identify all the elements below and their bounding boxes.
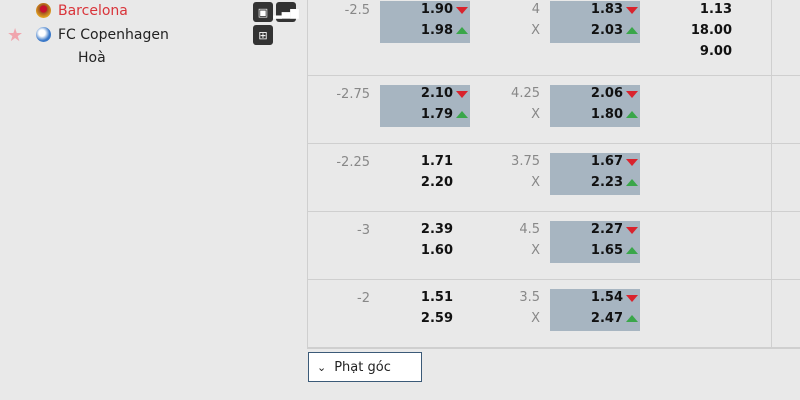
chevron-down-icon: ⌄ bbox=[317, 360, 327, 374]
barcelona-logo-icon bbox=[36, 3, 51, 18]
over-odds[interactable]: 2.27 bbox=[590, 222, 623, 237]
under-odds[interactable]: 2.03 bbox=[590, 23, 623, 38]
arrow-up-icon bbox=[626, 27, 638, 34]
lineup-icon[interactable]: ⊞ bbox=[253, 25, 273, 45]
over-under-odds-cell[interactable] bbox=[550, 85, 640, 127]
1x2-odds[interactable]: 1.13 bbox=[699, 2, 732, 17]
odds-row: -2.25 1.71 2.20 3.75 X 1.67 2.23 bbox=[307, 143, 800, 212]
odds-row: -2.75 2.10 1.79 4.25 X 2.06 1.80 bbox=[307, 75, 800, 144]
handicap-odds-cell[interactable] bbox=[380, 85, 470, 127]
stats-icon[interactable]: ▂▄▆ bbox=[273, 2, 299, 22]
star-icon[interactable]: ★ bbox=[7, 25, 24, 46]
over-under-x: X bbox=[531, 107, 540, 122]
odds-row: -3 2.39 1.60 4.5 X 2.27 1.65 bbox=[307, 211, 800, 280]
1x2-odds[interactable]: 18.00 bbox=[690, 23, 732, 38]
handicap-home-odds[interactable]: 2.10 bbox=[420, 86, 453, 101]
handicap-line: -2.5 bbox=[344, 3, 370, 18]
arrow-up-icon bbox=[626, 315, 638, 322]
under-odds[interactable]: 1.65 bbox=[590, 243, 623, 258]
handicap-line: -2.75 bbox=[336, 87, 370, 102]
arrow-down-icon bbox=[456, 7, 468, 14]
handicap-away-odds[interactable]: 1.60 bbox=[420, 243, 453, 258]
over-under-odds-cell[interactable] bbox=[550, 153, 640, 195]
handicap-line: -2.25 bbox=[336, 155, 370, 170]
arrow-up-icon bbox=[626, 247, 638, 254]
handicap-odds-cell[interactable] bbox=[380, 1, 470, 43]
arrow-up-icon bbox=[456, 111, 468, 118]
handicap-home-odds[interactable]: 1.90 bbox=[420, 2, 453, 17]
over-under-line: 3.75 bbox=[511, 154, 540, 169]
column-divider bbox=[771, 0, 772, 348]
over-under-odds-cell[interactable] bbox=[550, 221, 640, 263]
over-under-x: X bbox=[531, 243, 540, 258]
arrow-down-icon bbox=[626, 159, 638, 166]
over-under-x: X bbox=[531, 23, 540, 38]
over-odds[interactable]: 1.67 bbox=[590, 154, 623, 169]
handicap-away-odds[interactable]: 1.79 bbox=[420, 107, 453, 122]
over-odds[interactable]: 2.06 bbox=[590, 86, 623, 101]
corner-kicks-button[interactable]: ⌄ Phạt góc bbox=[308, 352, 422, 382]
over-under-line: 4.25 bbox=[511, 86, 540, 101]
copenhagen-logo-icon bbox=[36, 27, 51, 42]
home-team-name[interactable]: Barcelona bbox=[58, 3, 128, 19]
corner-kicks-label: Phạt góc bbox=[334, 359, 391, 375]
over-under-line: 3.5 bbox=[519, 290, 540, 305]
arrow-down-icon bbox=[626, 7, 638, 14]
arrow-down-icon bbox=[626, 295, 638, 302]
under-odds[interactable]: 1.80 bbox=[590, 107, 623, 122]
over-under-x: X bbox=[531, 175, 540, 190]
handicap-line: -2 bbox=[357, 291, 370, 306]
1x2-odds[interactable]: 9.00 bbox=[699, 44, 732, 59]
over-under-odds-cell[interactable] bbox=[550, 289, 640, 331]
over-odds[interactable]: 1.83 bbox=[590, 2, 623, 17]
arrow-up-icon bbox=[626, 179, 638, 186]
over-under-line: 4 bbox=[531, 2, 540, 17]
over-odds[interactable]: 1.54 bbox=[590, 290, 623, 305]
handicap-away-odds[interactable]: 1.98 bbox=[420, 23, 453, 38]
handicap-home-odds[interactable]: 2.39 bbox=[420, 222, 453, 237]
arrow-up-icon bbox=[626, 111, 638, 118]
handicap-home-odds[interactable]: 1.71 bbox=[420, 154, 453, 169]
odds-table bbox=[307, 0, 800, 349]
handicap-away-odds[interactable]: 2.59 bbox=[420, 311, 453, 326]
over-under-x: X bbox=[531, 311, 540, 326]
away-team-name[interactable]: FC Copenhagen bbox=[58, 27, 169, 43]
handicap-away-odds[interactable]: 2.20 bbox=[420, 175, 453, 190]
under-odds[interactable]: 2.23 bbox=[590, 175, 623, 190]
handicap-home-odds[interactable]: 1.51 bbox=[420, 290, 453, 305]
draw-label: Hoà bbox=[78, 50, 106, 66]
under-odds[interactable]: 2.47 bbox=[590, 311, 623, 326]
odds-row: -2 1.51 2.59 3.5 X 1.54 2.47 bbox=[307, 279, 800, 348]
arrow-down-icon bbox=[456, 91, 468, 98]
odds-row: -2.5 1.90 1.98 4 X 1.83 2.03 1.13 18.00 9.00 bbox=[307, 0, 800, 76]
over-under-odds-cell[interactable] bbox=[550, 1, 640, 43]
arrow-up-icon bbox=[456, 27, 468, 34]
tv-icon[interactable]: ▣ bbox=[253, 2, 273, 22]
over-under-line: 4.5 bbox=[519, 222, 540, 237]
handicap-line: -3 bbox=[357, 223, 370, 238]
arrow-down-icon bbox=[626, 91, 638, 98]
arrow-down-icon bbox=[626, 227, 638, 234]
